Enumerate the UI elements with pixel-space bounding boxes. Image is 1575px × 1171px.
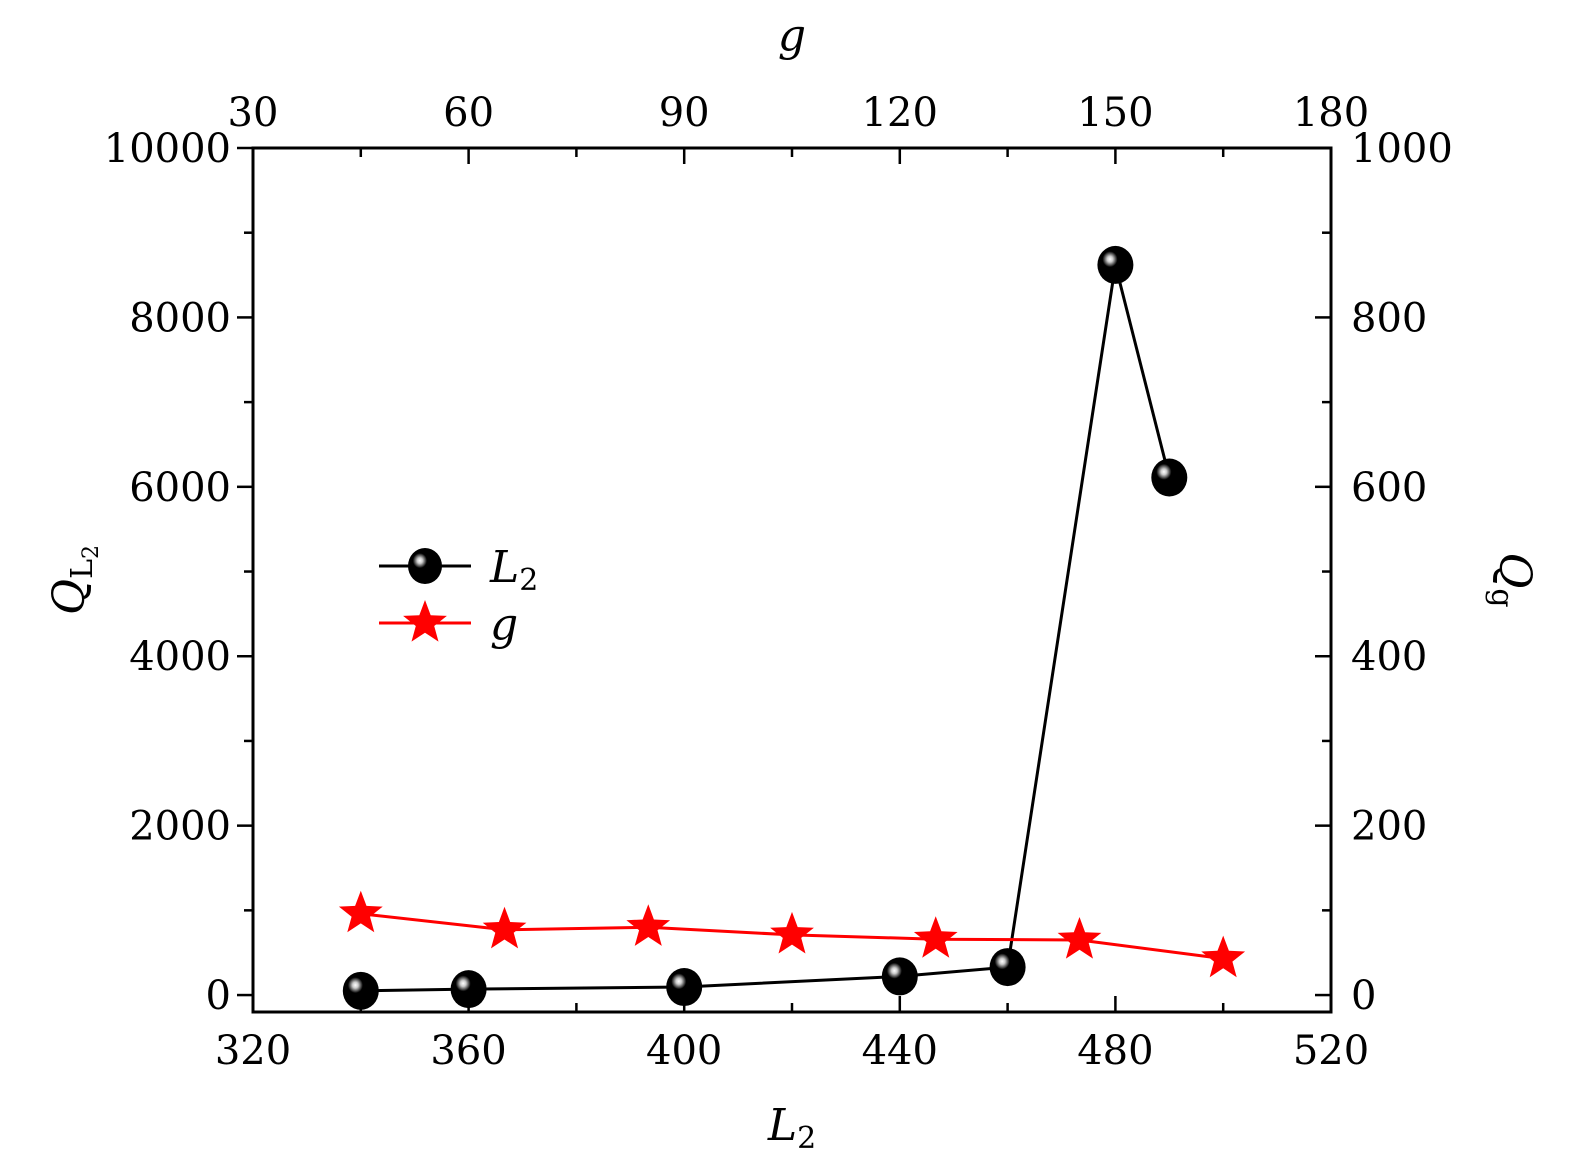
series-line-L [360,264,1171,993]
right-y-tick-label: 600 [1351,465,1427,511]
legend-label-g: g [490,599,518,650]
data-point-L [989,948,1026,987]
series-layer [338,245,1246,1010]
right-y-tick-label: 200 [1351,804,1427,850]
right-y-tick-label: 800 [1351,295,1427,341]
legend-marker-sphere-icon [408,548,442,584]
data-point-L [881,957,918,996]
right-y-tick-label: 400 [1351,634,1427,680]
right-y-tick-label: 1000 [1351,126,1453,172]
y-tick-label: 8000 [129,295,231,341]
x-tick-label: 520 [1293,1028,1369,1074]
x-tick-label: 480 [1077,1028,1153,1074]
legend-marker-star-icon [403,600,447,642]
y-tick-label: 6000 [129,465,231,511]
data-point-g [913,916,958,958]
data-point-g [482,906,527,949]
legend: L2g [379,542,538,650]
top-x-tick-label: 90 [659,90,710,136]
data-point-g [626,904,671,946]
x-axis-label: L2 [767,1100,816,1156]
top-x-tick-label: 30 [228,90,279,136]
data-point-L [342,971,379,1010]
y-tick-label: 0 [206,973,231,1019]
x-tick-label: 400 [646,1028,722,1074]
data-point-g [1057,917,1102,959]
y-tick-label: 4000 [129,634,231,680]
data-point-g [770,911,814,954]
data-point-L [666,968,703,1007]
top-x-tick-label: 120 [862,90,938,136]
top-x-tick-label: 60 [443,90,494,136]
y-tick-label: 2000 [129,804,231,850]
x-tick-label: 360 [430,1028,506,1074]
data-point-L [1097,245,1134,284]
right-y-tick-label: 0 [1351,973,1376,1019]
left-y-axis-label: QL2 [44,545,104,615]
data-point-g [1201,935,1246,978]
legend-label-L: L2 [489,542,538,598]
data-point-L [1151,458,1188,497]
top-x-tick-label: 150 [1077,90,1153,136]
right-y-axis-label: Qg [1484,552,1540,607]
data-point-L [450,970,487,1009]
top-x-axis-label: g [778,10,806,61]
x-tick-label: 320 [215,1028,291,1074]
x-tick-label: 440 [862,1028,938,1074]
data-point-g [338,890,383,933]
top-x-tick-label: 180 [1293,90,1369,136]
y-tick-label: 10000 [104,126,231,172]
